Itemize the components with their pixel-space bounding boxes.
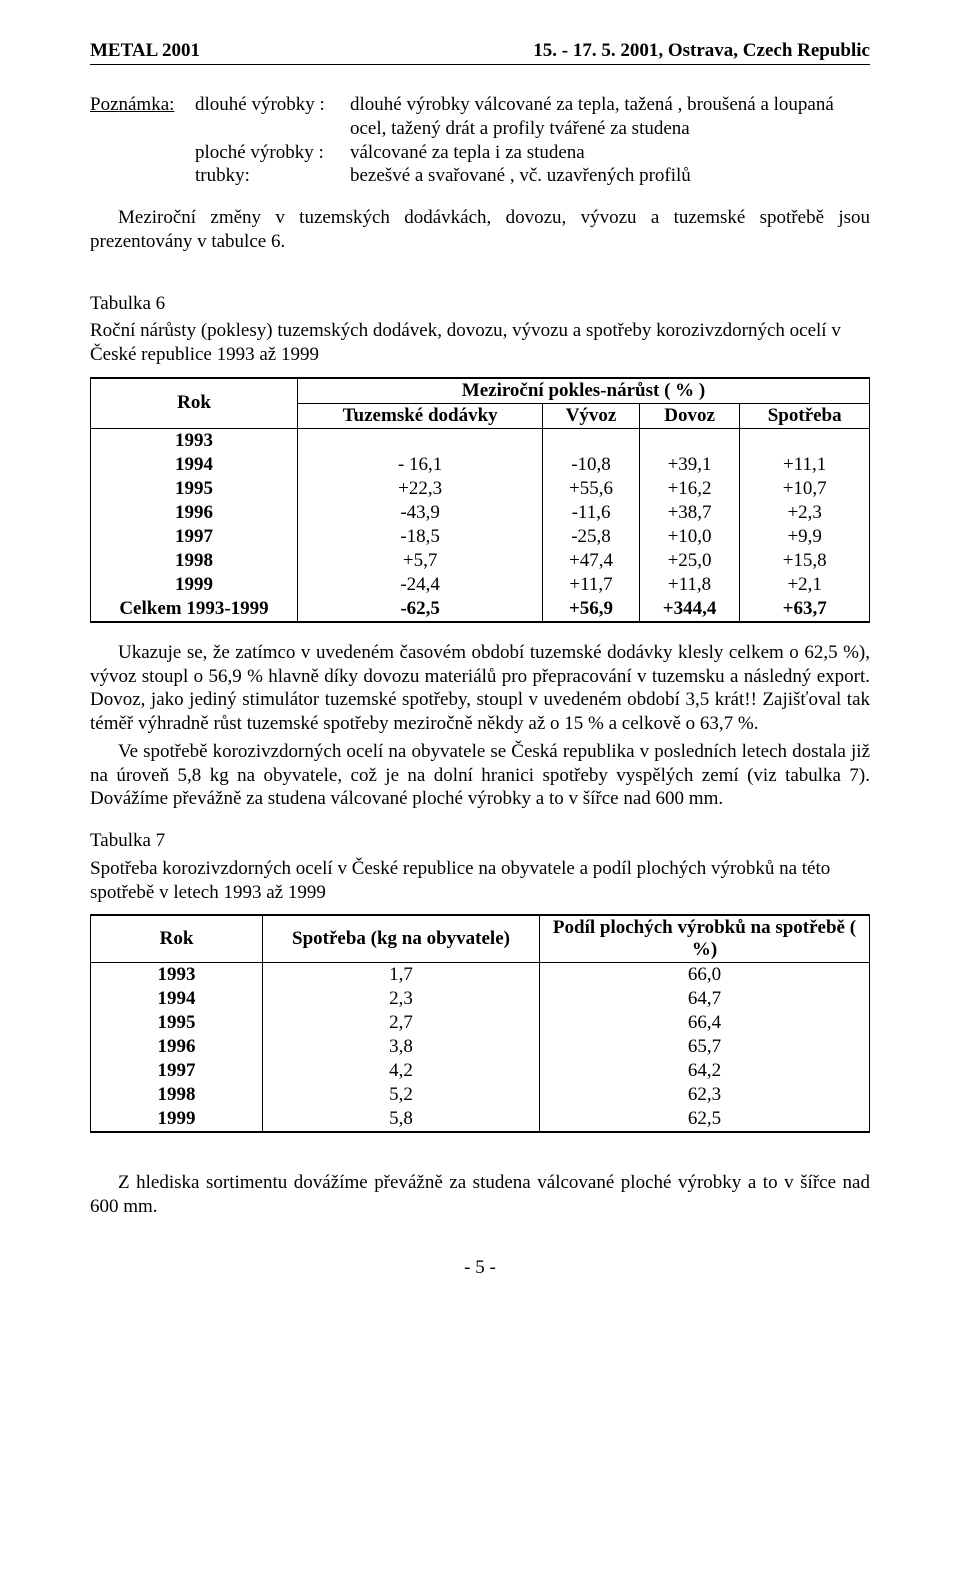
cell: +9,9 [740, 525, 870, 549]
note-key: dlouhé výrobky : [195, 93, 350, 141]
note-key: trubky: [195, 164, 350, 188]
cell: -43,9 [298, 501, 543, 525]
cell: - 16,1 [298, 453, 543, 477]
cell [298, 428, 543, 453]
cell: +39,1 [639, 453, 740, 477]
cell-year: 1997 [91, 525, 298, 549]
note-val: dlouhé výrobky válcované za tepla, tažen… [350, 93, 870, 141]
cell [740, 428, 870, 453]
th-rok: Rok [91, 378, 298, 429]
table6: Rok Meziroční pokles-nárůst ( % ) Tuzems… [90, 377, 870, 623]
table7-caption-line1: Tabulka 7 [90, 829, 870, 853]
cell-year: 1993 [91, 963, 263, 988]
note-val: válcované za tepla i za studena [350, 141, 870, 165]
cell-year: 1996 [91, 501, 298, 525]
cell: +11,8 [639, 573, 740, 597]
cell: +47,4 [543, 549, 639, 573]
cell: 66,0 [540, 963, 870, 988]
cell: +10,0 [639, 525, 740, 549]
table6-caption-line2: Roční nárůsty (poklesy) tuzemských dodáv… [90, 319, 870, 367]
cell: -11,6 [543, 501, 639, 525]
th-c4: Spotřeba [740, 403, 870, 428]
cell-year: 1999 [91, 1107, 263, 1132]
cell-year: 1998 [91, 549, 298, 573]
cell: 2,3 [263, 987, 540, 1011]
cell: -25,8 [543, 525, 639, 549]
paragraph: Meziroční změny v tuzemských dodávkách, … [90, 206, 870, 254]
cell: +11,7 [543, 573, 639, 597]
cell [639, 428, 740, 453]
cell-total: -62,5 [298, 597, 543, 622]
cell-year: 1998 [91, 1083, 263, 1107]
cell: 4,2 [263, 1059, 540, 1083]
cell: 3,8 [263, 1035, 540, 1059]
th-c2: Vývoz [543, 403, 639, 428]
paragraph: Z hlediska sortimentu dovážíme převážně … [90, 1171, 870, 1219]
cell: -24,4 [298, 573, 543, 597]
th-spotreba: Spotřeba (kg na obyvatele) [263, 915, 540, 963]
note-val: bezešvé a svařované , vč. uzavřených pro… [350, 164, 870, 188]
header-right: 15. - 17. 5. 2001, Ostrava, Czech Republ… [533, 40, 870, 62]
page-header: METAL 2001 15. - 17. 5. 2001, Ostrava, C… [90, 40, 870, 65]
th-podil: Podíl plochých výrobků na spotřebě ( %) [540, 915, 870, 963]
th-rok: Rok [91, 915, 263, 963]
cell: +55,6 [543, 477, 639, 501]
paragraph: Ukazuje se, že zatímco v uvedeném časové… [90, 641, 870, 736]
note-block: Poznámka: dlouhé výrobky : dlouhé výrobk… [90, 93, 870, 188]
cell: 1,7 [263, 963, 540, 988]
th-c3: Dovoz [639, 403, 740, 428]
cell-total: +56,9 [543, 597, 639, 622]
cell-year: 1995 [91, 1011, 263, 1035]
note-label: Poznámka: [90, 94, 174, 115]
cell: 64,7 [540, 987, 870, 1011]
cell: +25,0 [639, 549, 740, 573]
cell: 66,4 [540, 1011, 870, 1035]
th-c1: Tuzemské dodávky [298, 403, 543, 428]
note-key: ploché výrobky : [195, 141, 350, 165]
cell: 65,7 [540, 1035, 870, 1059]
cell: +22,3 [298, 477, 543, 501]
cell-total: +63,7 [740, 597, 870, 622]
cell: +10,7 [740, 477, 870, 501]
cell-year: 1994 [91, 987, 263, 1011]
cell: 5,2 [263, 1083, 540, 1107]
table6-caption-line1: Tabulka 6 [90, 292, 870, 316]
cell-total-label: Celkem 1993-1999 [91, 597, 298, 622]
header-left: METAL 2001 [90, 40, 200, 62]
cell-year: 1994 [91, 453, 298, 477]
cell-year: 1997 [91, 1059, 263, 1083]
page-number: - 5 - [90, 1257, 870, 1279]
cell: +11,1 [740, 453, 870, 477]
paragraph: Ve spotřebě korozivzdorných ocelí na oby… [90, 740, 870, 811]
cell [543, 428, 639, 453]
cell: 62,3 [540, 1083, 870, 1107]
cell: 62,5 [540, 1107, 870, 1132]
cell: +5,7 [298, 549, 543, 573]
cell: 5,8 [263, 1107, 540, 1132]
cell: +38,7 [639, 501, 740, 525]
cell-year: 1995 [91, 477, 298, 501]
cell: +2,3 [740, 501, 870, 525]
cell-year: 1996 [91, 1035, 263, 1059]
cell-total: +344,4 [639, 597, 740, 622]
table7-caption-line2: Spotřeba korozivzdorných ocelí v České r… [90, 857, 870, 905]
cell: -18,5 [298, 525, 543, 549]
table7: Rok Spotřeba (kg na obyvatele) Podíl plo… [90, 914, 870, 1133]
th-group: Meziroční pokles-nárůst ( % ) [298, 378, 870, 404]
cell-year: 1993 [91, 428, 298, 453]
cell: 2,7 [263, 1011, 540, 1035]
cell: +15,8 [740, 549, 870, 573]
cell: +2,1 [740, 573, 870, 597]
cell: 64,2 [540, 1059, 870, 1083]
cell: -10,8 [543, 453, 639, 477]
cell: +16,2 [639, 477, 740, 501]
cell-year: 1999 [91, 573, 298, 597]
